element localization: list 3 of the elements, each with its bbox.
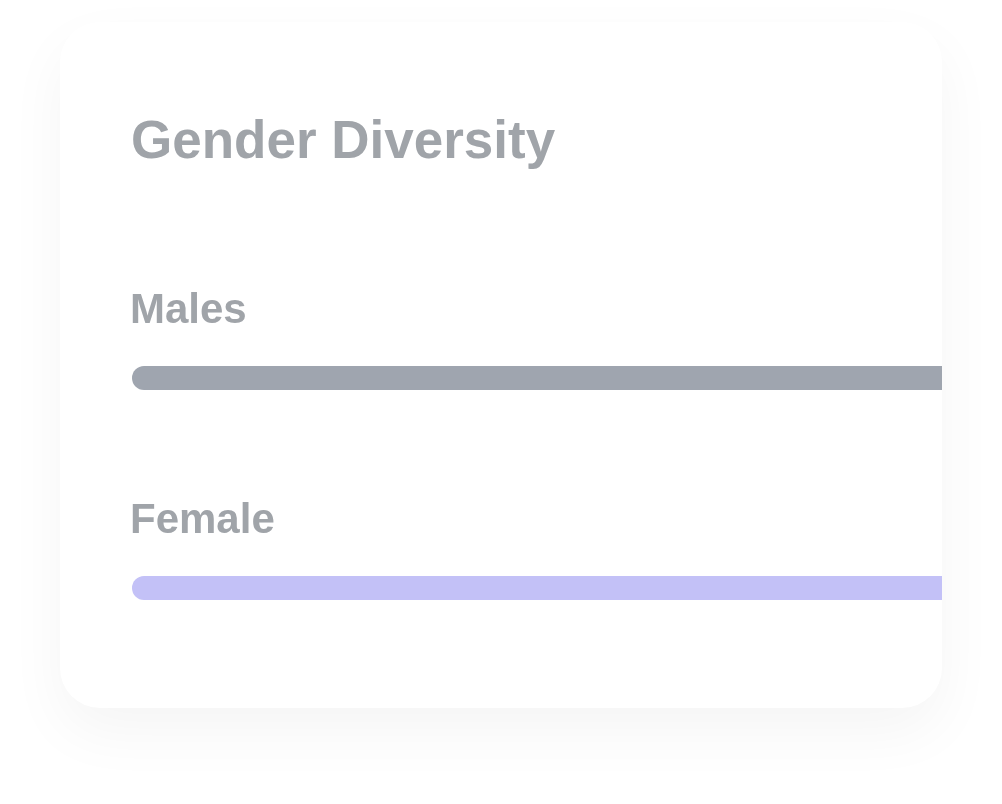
y-tick-label: Males — [130, 285, 247, 332]
chart-title: Gender Diversity — [131, 110, 556, 169]
y-tick-label: Female — [130, 495, 275, 542]
